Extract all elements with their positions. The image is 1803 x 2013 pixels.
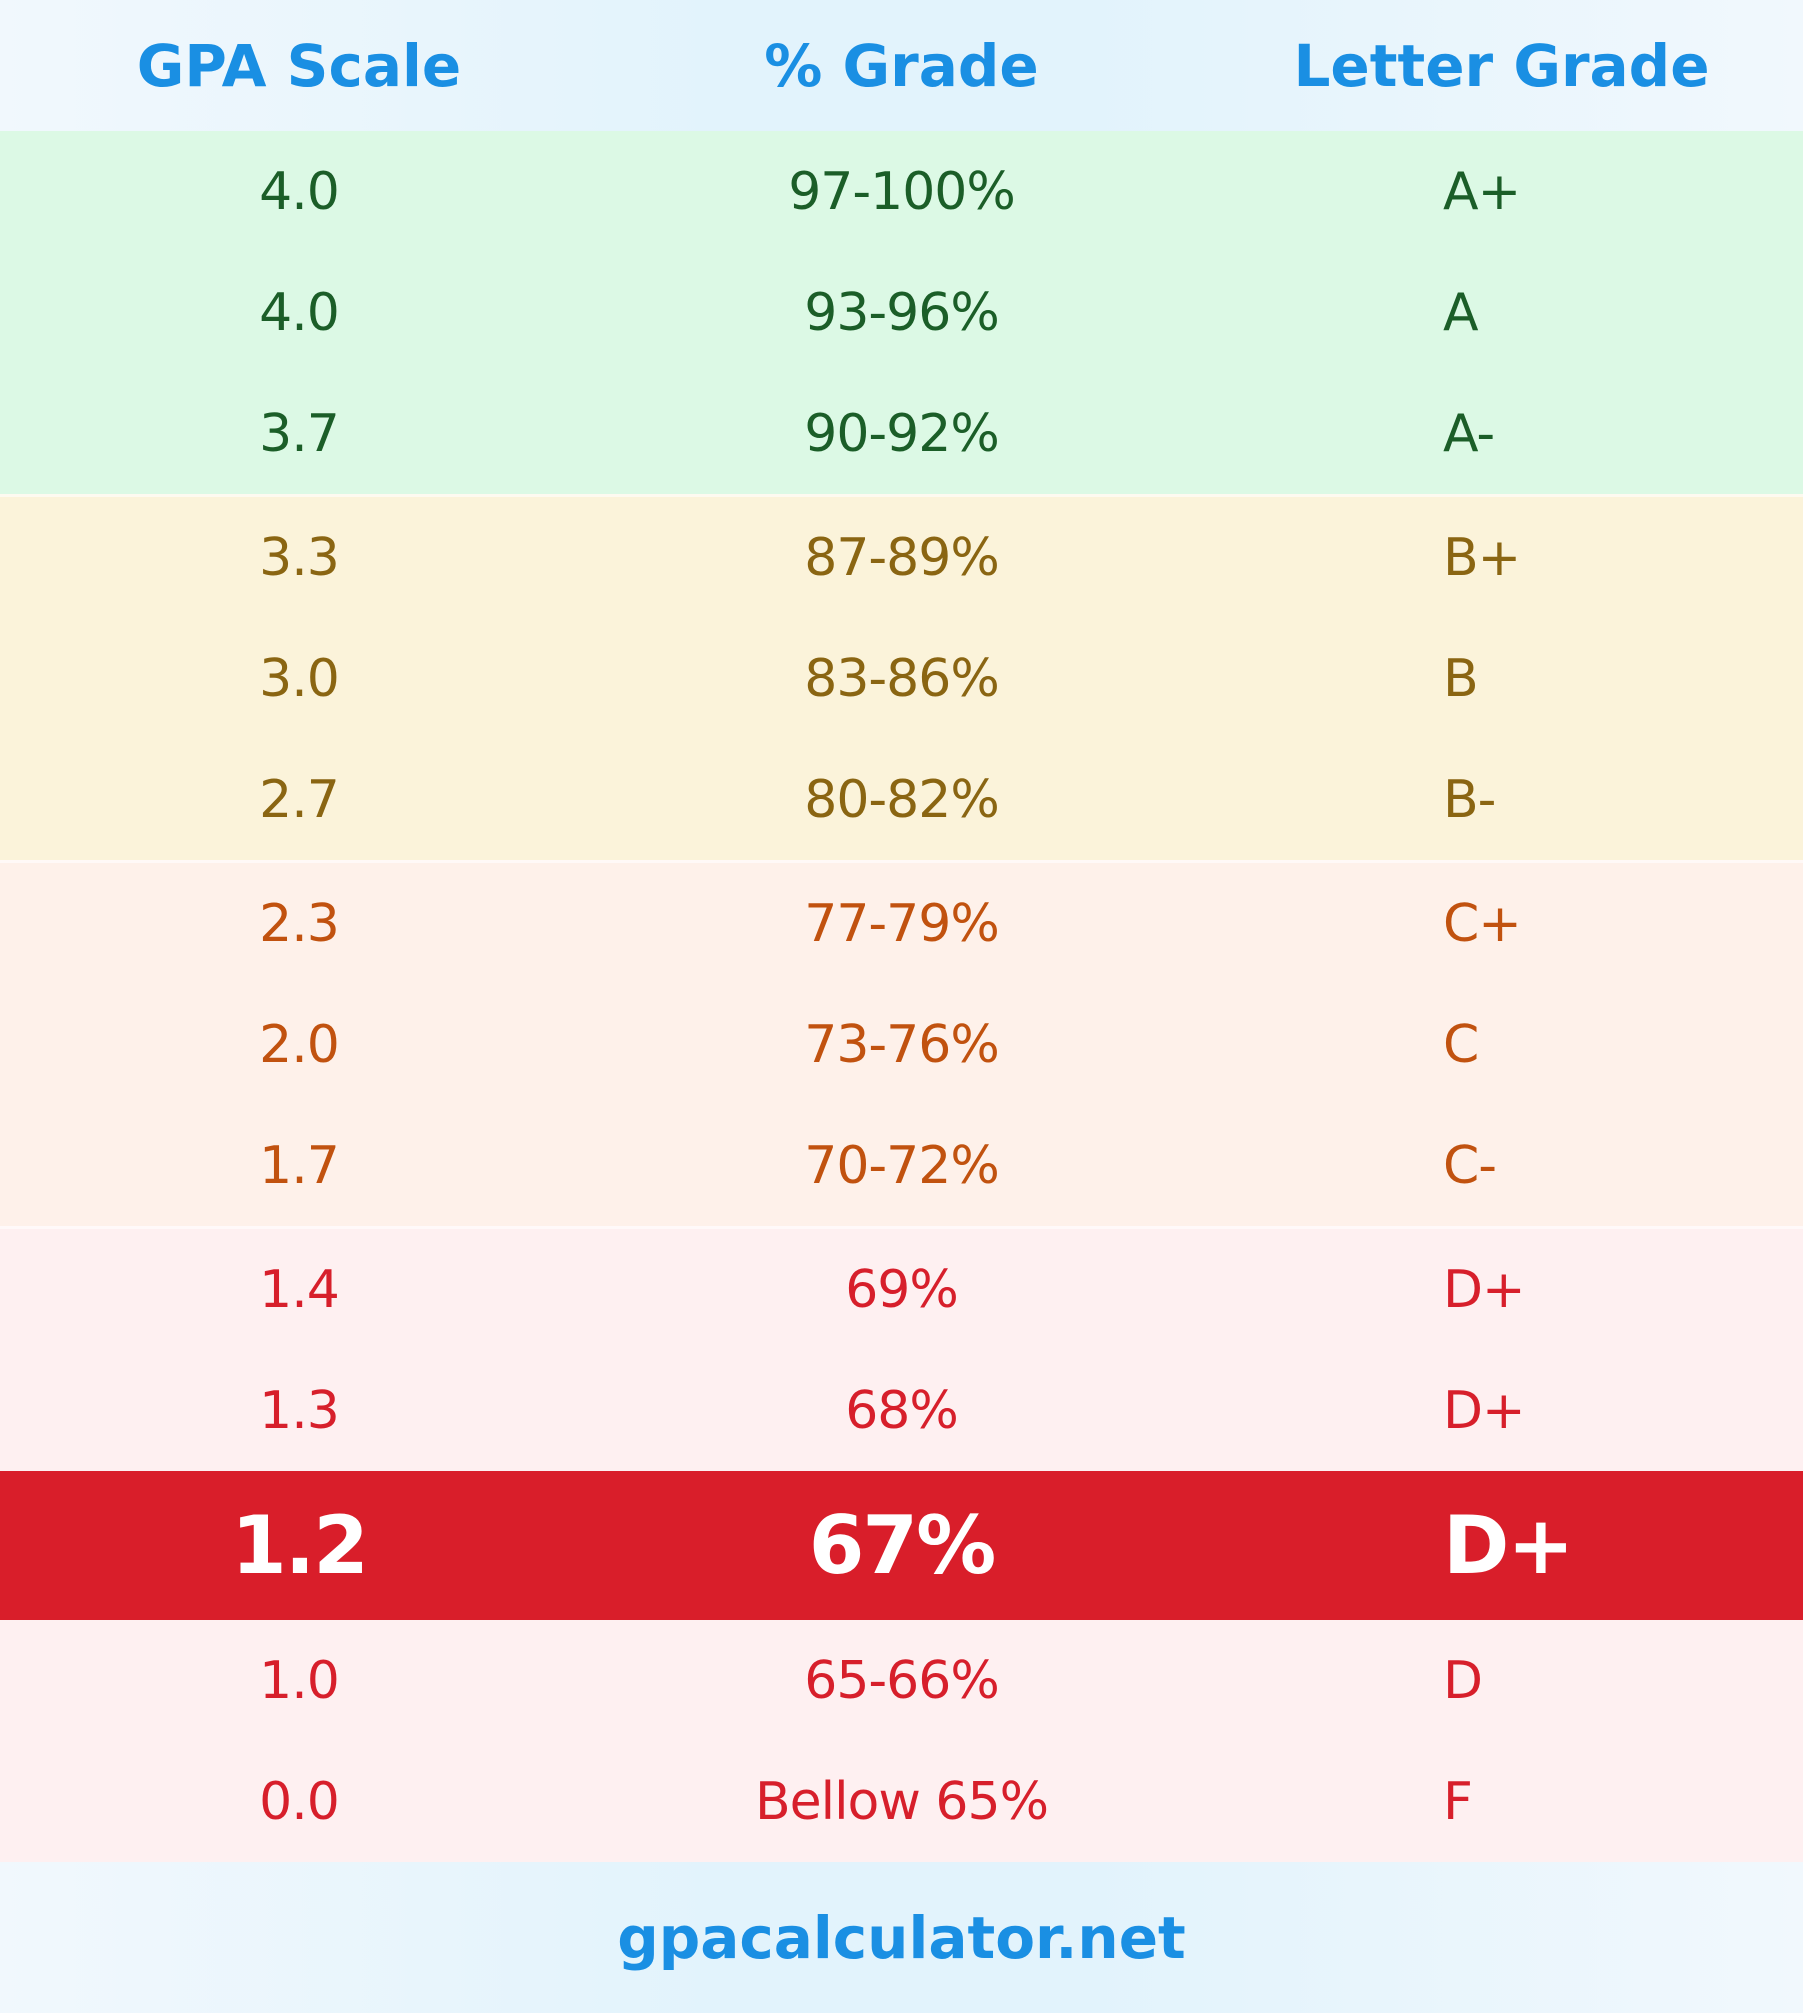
letter-cell: F <box>1443 1771 1473 1832</box>
letter-cell: A <box>1443 282 1479 343</box>
percent-cell: 80-82% <box>804 769 1000 830</box>
letter-cell: B <box>1443 648 1479 709</box>
percent-cell: 68% <box>845 1380 959 1441</box>
table-row: 3.3 87-89% B+ <box>0 494 1803 618</box>
table-row: 4.0 97-100% A+ <box>0 131 1803 252</box>
percent-cell: 69% <box>845 1259 959 1320</box>
gpa-cell: 2.0 <box>259 1014 340 1075</box>
table-row: 1.0 65-66% D <box>0 1620 1803 1741</box>
header-letter-grade: Letter Grade <box>1293 31 1710 100</box>
percent-cell: Bellow 65% <box>754 1771 1049 1832</box>
header-gpa-scale: GPA Scale <box>136 31 462 100</box>
percent-cell: 73-76% <box>804 1014 1000 1075</box>
table-row: 2.3 77-79% C+ <box>0 860 1803 984</box>
percent-cell: 70-72% <box>804 1135 1000 1196</box>
gpa-cell: 0.0 <box>259 1771 340 1832</box>
gpa-cell: 1.7 <box>259 1135 340 1196</box>
letter-cell: D+ <box>1443 1259 1526 1320</box>
letter-cell: D+ <box>1443 1499 1574 1592</box>
header-percent-grade: % Grade <box>764 31 1039 100</box>
letter-cell: B- <box>1443 769 1496 830</box>
gpa-cell: 4.0 <box>259 282 340 343</box>
letter-cell: A+ <box>1443 161 1521 222</box>
percent-cell: 77-79% <box>804 893 1000 954</box>
gpa-cell: 3.7 <box>259 403 340 464</box>
table-row-highlighted: 1.2 67% D+ <box>0 1471 1803 1620</box>
gpa-cell: 1.2 <box>231 1499 369 1592</box>
percent-cell: 83-86% <box>804 648 1000 709</box>
table-row: 2.0 73-76% C <box>0 984 1803 1105</box>
gpa-cell: 4.0 <box>259 161 340 222</box>
gpa-cell: 3.3 <box>259 527 340 588</box>
table-row: 3.0 83-86% B <box>0 618 1803 739</box>
percent-cell: 87-89% <box>804 527 1000 588</box>
percent-cell: 67% <box>808 1499 996 1592</box>
letter-cell: D+ <box>1443 1380 1526 1441</box>
letter-cell: C+ <box>1443 893 1522 954</box>
percent-cell: 65-66% <box>804 1650 1000 1711</box>
footer-site-name: gpacalculator.net <box>0 1862 1803 2013</box>
percent-cell: 93-96% <box>804 282 1000 343</box>
table-row: 0.0 Bellow 65% F <box>0 1741 1803 1862</box>
table-row: 4.0 93-96% A <box>0 252 1803 373</box>
gpa-cell: 2.7 <box>259 769 340 830</box>
gpa-cell: 3.0 <box>259 648 340 709</box>
letter-cell: B+ <box>1443 527 1521 588</box>
gpa-cell: 1.4 <box>259 1259 340 1320</box>
letter-cell: A- <box>1443 403 1495 464</box>
gpa-cell: 1.3 <box>259 1380 340 1441</box>
gpa-cell: 1.0 <box>259 1650 340 1711</box>
table-row: 3.7 90-92% A- <box>0 373 1803 494</box>
table-header: GPA Scale % Grade Letter Grade <box>0 0 1803 131</box>
letter-cell: D <box>1443 1650 1483 1711</box>
percent-cell: 97-100% <box>788 161 1016 222</box>
table-row: 1.3 68% D+ <box>0 1350 1803 1471</box>
table-row: 1.4 69% D+ <box>0 1226 1803 1350</box>
percent-cell: 90-92% <box>804 403 1000 464</box>
table-row: 1.7 70-72% C- <box>0 1105 1803 1226</box>
letter-cell: C <box>1443 1014 1479 1075</box>
letter-cell: C- <box>1443 1135 1497 1196</box>
table-row: 2.7 80-82% B- <box>0 739 1803 860</box>
gpa-cell: 2.3 <box>259 893 340 954</box>
